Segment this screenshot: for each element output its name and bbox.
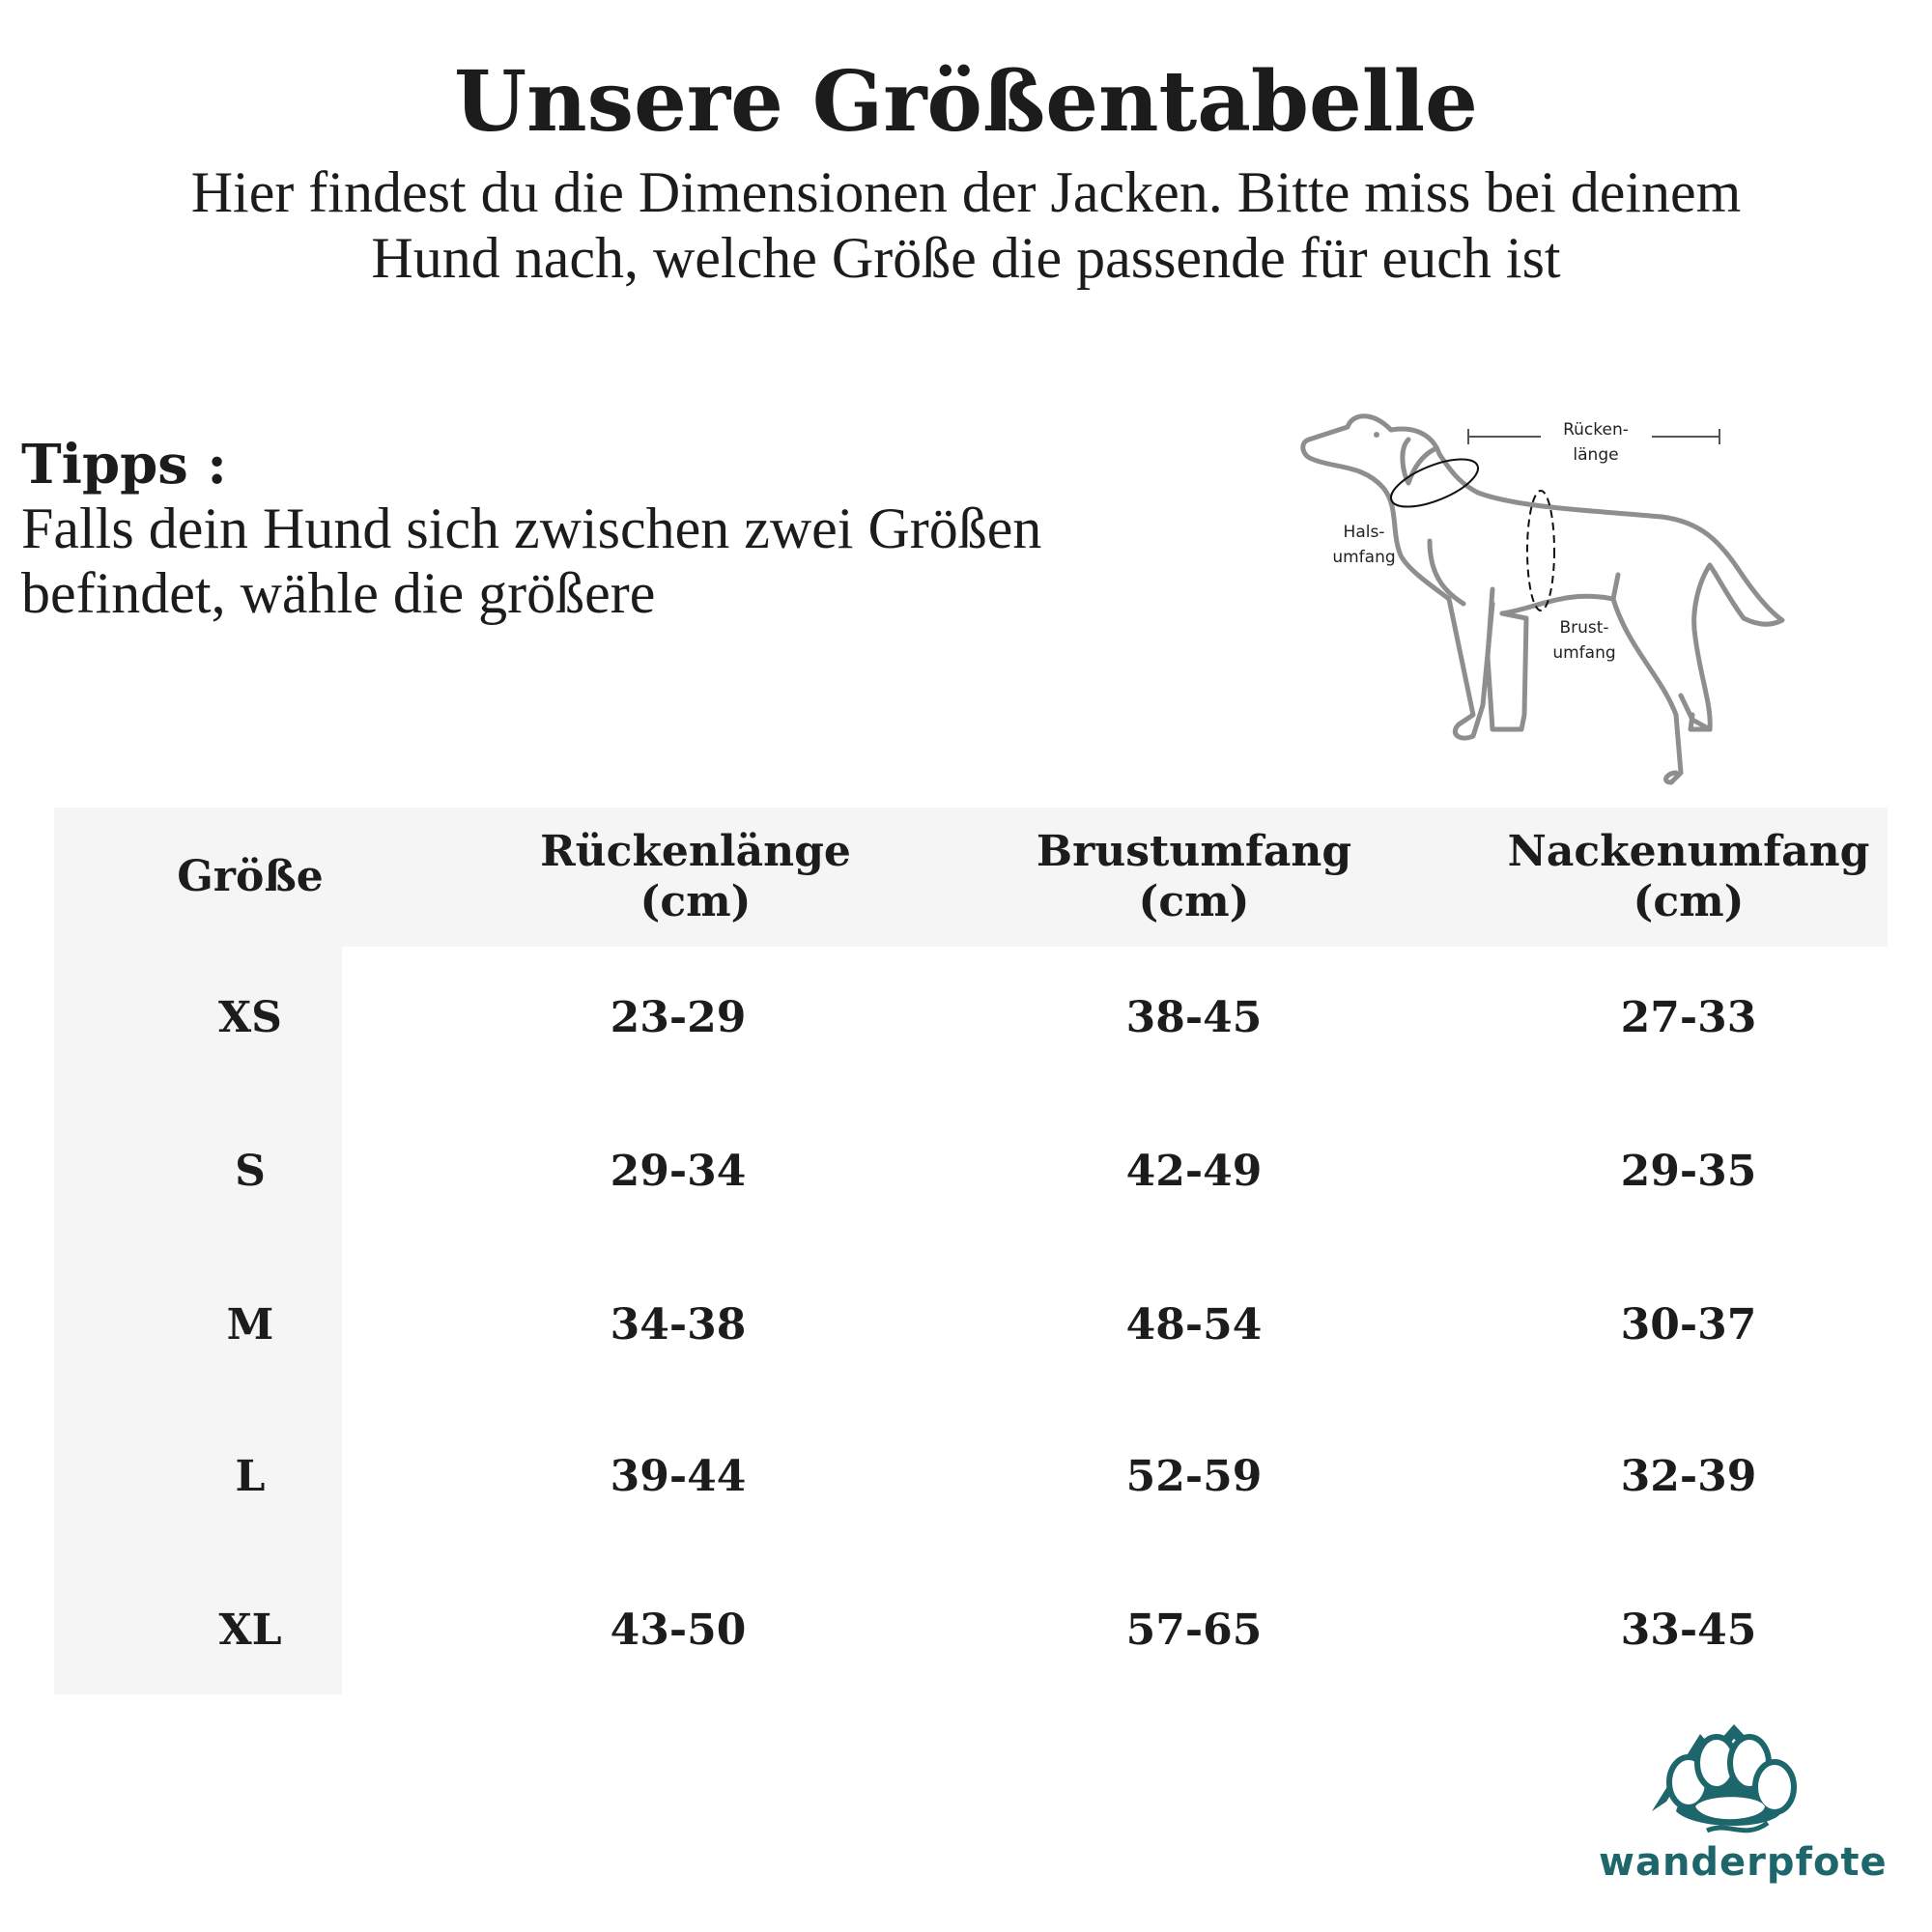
size-label: L bbox=[235, 1452, 266, 1501]
measurement-cell: 52-59 bbox=[1125, 1452, 1263, 1501]
column-header-line-1: Größe bbox=[177, 852, 324, 901]
label-chest-2: umfang bbox=[1552, 643, 1615, 663]
neck-measure-icon bbox=[1389, 458, 1480, 508]
measurement-cell: 29-34 bbox=[610, 1147, 747, 1196]
tips-line-1: Falls dein Hund sich zwischen zwei Größe… bbox=[21, 497, 1042, 560]
brand-logo: wanderpfote bbox=[1599, 1705, 1888, 1889]
column-header-line-2: (cm) bbox=[1138, 877, 1250, 926]
subtitle-line-1: Hier findest du die Dimensionen der Jack… bbox=[190, 160, 1742, 224]
measurement-cell: 33-45 bbox=[1620, 1605, 1757, 1655]
measurement-cell: 48-54 bbox=[1125, 1300, 1263, 1350]
column-header-line-2: (cm) bbox=[639, 877, 752, 926]
paw-mountain-logo-icon bbox=[1652, 1724, 1797, 1833]
column-header-line-1: Brustumfang bbox=[1036, 827, 1352, 876]
chest-measure-icon bbox=[1526, 490, 1555, 611]
label-neck-2: umfang bbox=[1332, 548, 1395, 567]
column-header-line-2: (cm) bbox=[1633, 877, 1745, 926]
measurement-cell: 30-37 bbox=[1620, 1300, 1757, 1350]
measurement-cell: 39-44 bbox=[610, 1452, 747, 1501]
measurement-cell: 43-50 bbox=[610, 1605, 747, 1655]
dog-eye-icon bbox=[1374, 432, 1379, 438]
measurement-cell: 57-65 bbox=[1125, 1605, 1263, 1655]
measurement-cell: 38-45 bbox=[1125, 993, 1263, 1042]
size-column-bg bbox=[54, 947, 342, 1694]
subtitle: Hier findest du die Dimensionen der Jack… bbox=[39, 159, 1893, 291]
dog-outline-icon bbox=[1300, 413, 1785, 785]
label-neck-1: Hals- bbox=[1344, 523, 1385, 542]
size-label: M bbox=[226, 1300, 274, 1350]
tips-text: Falls dein Hund sich zwischen zwei Größe… bbox=[21, 497, 1238, 626]
size-label: XL bbox=[218, 1605, 282, 1655]
label-chest-1: Brust- bbox=[1559, 618, 1608, 638]
measurement-cell: 42-49 bbox=[1125, 1147, 1263, 1196]
logo-text: wanderpfote bbox=[1599, 1840, 1888, 1885]
label-back-length-2: länge bbox=[1573, 445, 1618, 465]
measurement-cell: 32-39 bbox=[1620, 1452, 1757, 1501]
size-label: S bbox=[235, 1147, 266, 1196]
measurement-cell: 34-38 bbox=[610, 1300, 747, 1350]
column-header: Größe bbox=[177, 852, 324, 902]
column-header: Brustumfang (cm) bbox=[1037, 827, 1351, 927]
column-header-line-1: Nackenumfang bbox=[1507, 827, 1870, 876]
tips-heading: Tipps : bbox=[21, 433, 227, 497]
dog-measurement-diagram: Rücken- länge Hals- umfang Brust- umfang bbox=[1300, 413, 1785, 785]
page-title: Unsere Größentabelle bbox=[454, 53, 1478, 151]
column-header-line-1: Rückenlänge bbox=[540, 827, 851, 876]
back-length-arrow-icon bbox=[1467, 429, 1720, 444]
column-header: Nackenumfang (cm) bbox=[1508, 827, 1870, 927]
table-header-bg bbox=[54, 808, 1888, 947]
measurement-cell: 29-35 bbox=[1620, 1147, 1757, 1196]
subtitle-line-2: Hund nach, welche Größe die passende für… bbox=[371, 226, 1561, 290]
measurement-cell: 27-33 bbox=[1620, 993, 1757, 1042]
measurement-cell: 23-29 bbox=[610, 993, 747, 1042]
tips-line-2: befindet, wähle die größere bbox=[21, 561, 656, 625]
size-table: Größe Rückenlänge (cm) Brustumfang (cm) Nacke… bbox=[54, 808, 1888, 1694]
size-label: XS bbox=[218, 993, 282, 1042]
column-header: Rückenlänge (cm) bbox=[540, 827, 851, 927]
label-back-length-1: Rücken- bbox=[1563, 420, 1629, 440]
